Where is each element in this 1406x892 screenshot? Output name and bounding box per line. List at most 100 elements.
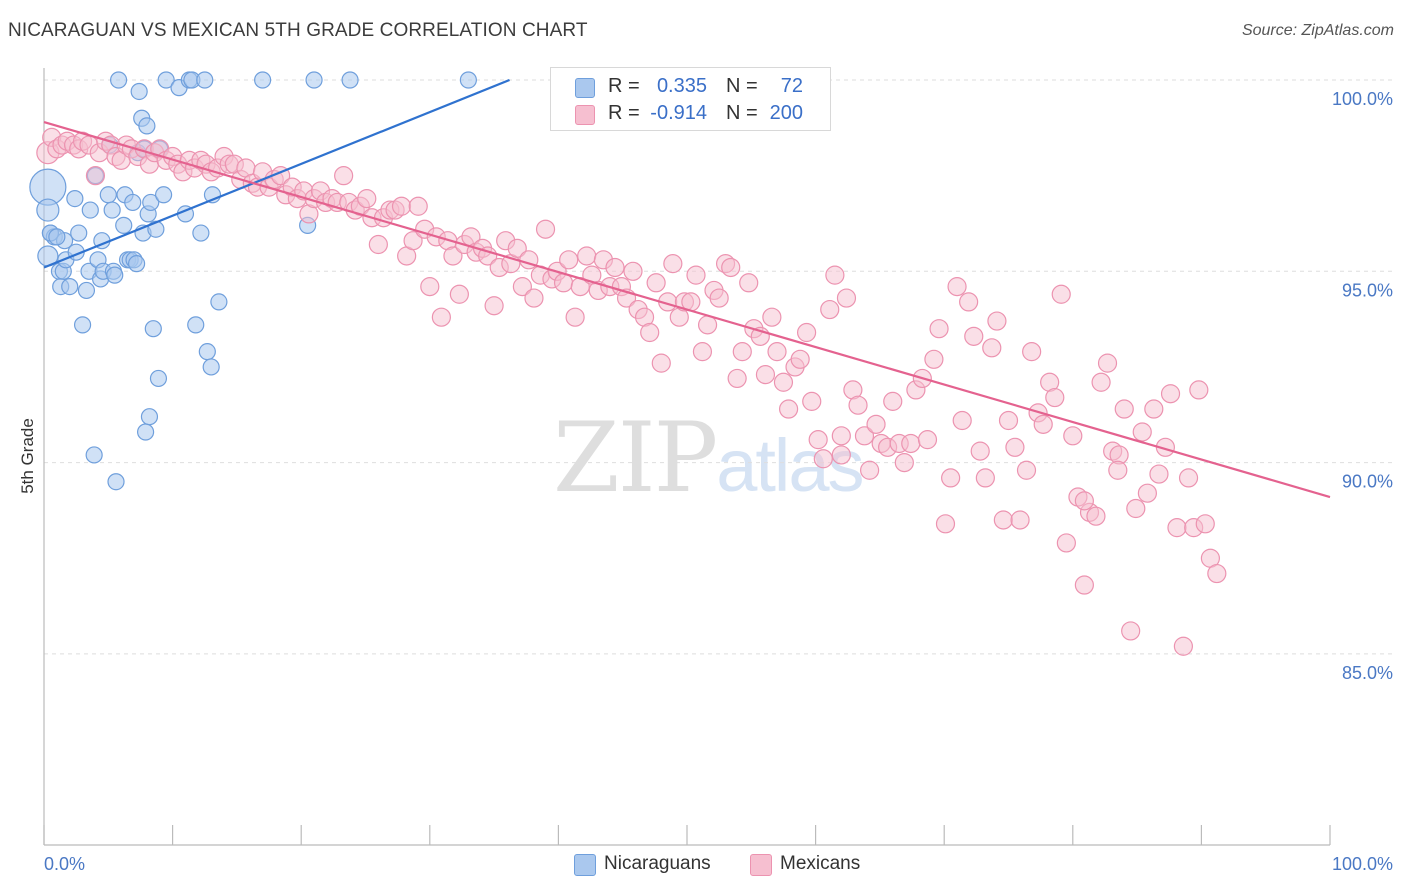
mexican-point (1137, 483, 1157, 503)
nicaraguan-point (210, 293, 228, 311)
nicaraguan-point (85, 446, 103, 464)
mexican-point (773, 372, 794, 392)
mexican-point (1016, 460, 1037, 480)
n-value: 200 (769, 102, 803, 124)
watermark-zip: ZIP (553, 402, 718, 514)
mexican-point (1207, 563, 1227, 584)
nicaraguans-swatch (574, 854, 596, 876)
mexican-point (663, 254, 683, 274)
mexican-point (831, 426, 851, 446)
mexican-point (790, 349, 810, 369)
mexican-point (964, 326, 984, 346)
mexican-point (443, 246, 463, 266)
mexican-point (1051, 284, 1071, 304)
mexican-point (941, 468, 961, 488)
mexican-point (1074, 575, 1094, 595)
mexican-point (808, 430, 828, 450)
axis-labels: 100.0% 95.0% 90.0% 85.0% 0.0% 100.0% 5th Grade (18, 89, 1393, 874)
nicaraguan-point (66, 190, 84, 208)
mexican-point (866, 414, 886, 434)
nicaraguans-swatch (575, 78, 595, 98)
y-tick-label: 100.0% (1332, 89, 1393, 109)
n-label: N = (726, 102, 758, 124)
nicaraguan-point (154, 186, 173, 204)
mexican-point (727, 368, 747, 389)
nicaraguan-point (77, 281, 96, 300)
mexican-point (1063, 426, 1083, 446)
mexican-point (1160, 384, 1181, 404)
nicaraguan-point (142, 193, 160, 212)
mexican-point (820, 299, 840, 320)
mexican-point (802, 391, 822, 411)
y-axis-title: 5th Grade (18, 418, 37, 494)
mexican-point (998, 410, 1019, 431)
mexican-point (762, 307, 782, 327)
nicaraguan-point (136, 423, 155, 441)
n-label: N = (726, 75, 758, 97)
nicaraguan-point (73, 316, 92, 334)
mexican-point (535, 219, 556, 239)
mexican-point (408, 196, 428, 216)
mexican-point (1097, 353, 1118, 373)
mexicans-swatch (750, 854, 772, 876)
y-tick-label: 85.0% (1342, 663, 1393, 683)
mexican-point (860, 460, 880, 480)
mexicans-trend-line (43, 121, 1331, 499)
nicaraguan-point (187, 316, 205, 334)
nicaraguan-point (36, 198, 60, 222)
mexican-point (1195, 514, 1215, 534)
legend-row-mexicans: R = -0.914 N = 200 (551, 100, 830, 128)
mexican-point (935, 514, 956, 534)
nicaraguan-point (107, 473, 125, 491)
chart-title: NICARAGUAN VS MEXICAN 5TH GRADE CORRELAT… (8, 20, 588, 41)
series-legend: Nicaraguans Mexicans (0, 852, 1406, 878)
mexican-point (970, 441, 990, 461)
mexican-point (646, 273, 666, 293)
r-value: -0.914 (650, 102, 707, 124)
nicaraguan-point (109, 71, 128, 89)
nicaraguan-point (99, 186, 117, 204)
mexican-point (952, 410, 972, 431)
mexican-point (1173, 636, 1193, 656)
nicaraguan-point (198, 343, 216, 361)
nicaraguan-point (115, 216, 133, 234)
mexican-point (796, 322, 817, 343)
mexican-point (1010, 510, 1030, 530)
legend-row-nicaraguans: R = 0.335 N = 72 (551, 73, 830, 101)
legend-label: Mexicans (780, 853, 861, 874)
y-tick-label: 95.0% (1342, 280, 1393, 300)
nicaraguan-point (127, 255, 146, 273)
nicaraguans-points (29, 71, 477, 491)
n-value: 72 (780, 75, 803, 97)
mexican-point (368, 234, 388, 255)
mexicans-swatch (575, 105, 595, 125)
nicaraguans-trend-line (43, 78, 510, 269)
nicaraguan-point (138, 117, 156, 135)
mexican-point (449, 284, 469, 304)
mexican-point (831, 445, 851, 465)
mexican-point (721, 257, 741, 278)
nicaraguan-point (81, 201, 99, 219)
mexican-point (1144, 399, 1164, 419)
mexican-point (651, 353, 671, 373)
nicaraguan-point (254, 71, 272, 89)
mexican-point (507, 238, 527, 258)
mexican-point (1108, 460, 1128, 480)
mexican-point (755, 365, 776, 385)
mexican-point (1074, 491, 1094, 511)
nicaraguan-point (48, 228, 66, 246)
mexican-point (1121, 621, 1141, 641)
nicaraguan-point (140, 408, 159, 426)
mexican-point (559, 250, 579, 270)
mexican-point (697, 315, 718, 335)
mexican-point (1149, 464, 1169, 484)
mexican-point (1086, 506, 1106, 526)
mexican-point (577, 246, 597, 266)
mexican-point (605, 257, 625, 278)
mexican-point (1189, 380, 1209, 400)
mexican-point (1005, 437, 1025, 457)
mexican-point (524, 288, 544, 308)
mexican-point (692, 342, 713, 362)
r-value: 0.335 (656, 75, 707, 97)
